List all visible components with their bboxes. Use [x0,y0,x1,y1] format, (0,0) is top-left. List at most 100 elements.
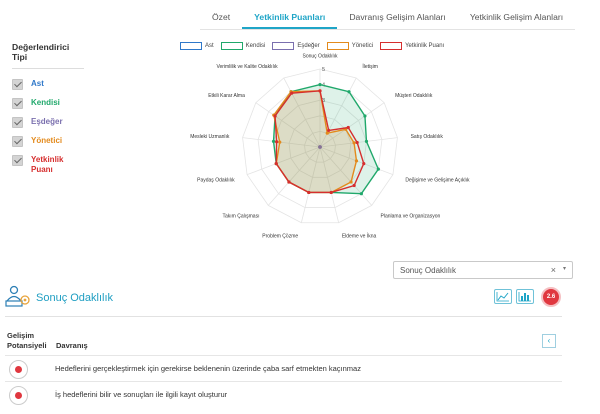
legend-item[interactable]: Yetkinlik Puanı [380,42,444,50]
potential-indicator [9,386,28,405]
category-label: Planlama ve Organizasyon [381,213,441,219]
competency-dropdown[interactable]: Sonuç Odaklılık × ▾ [393,261,573,279]
category-label: Problem Çözme [262,234,298,240]
tab-yetkinlik-gelisim[interactable]: Yetkinlik Gelişim Alanları [469,12,564,22]
category-label: Paydaş Odaklılık [197,177,235,183]
grid-spoke [255,102,321,148]
data-point [352,141,356,145]
filter-label: Kendisi [31,98,60,107]
grid-ring [257,84,383,208]
table-row: İş hedeflerini bilir ve sonuçları ile il… [5,381,562,407]
data-point [271,139,276,143]
filter-item-esdeger[interactable]: Eşdeğer [12,117,192,136]
column-header-davranis: Davranış [56,341,88,350]
data-point [359,192,363,196]
grid-spoke [300,146,321,223]
legend-label: Yönetici [351,43,374,49]
evaluator-filter: Değerlendirici Tipi Ast Kendisi Eşdeğer … [12,42,192,181]
grid-spoke [319,146,340,223]
behavior-text: Hedeflerini gerçekleştirmek için gerekir… [55,364,361,373]
filter-label: Yetkinlik Puanı [31,155,64,174]
data-point [325,131,329,135]
category-label: Takım Çalışması [223,213,260,219]
grid-spoke [319,102,385,148]
grid-spoke [319,77,357,148]
score-badge: 2.6 [541,287,561,307]
data-point [355,140,359,145]
data-point [307,190,311,195]
data-point [354,159,359,163]
potential-indicator [9,360,28,379]
filter-label: Yönetici [31,136,63,145]
grid-spoke [283,77,321,148]
tab-yetkinlik-puanlari[interactable]: Yetkinlik Puanları [242,0,338,29]
legend-swatch [272,42,295,50]
team-settings-icon [5,285,30,307]
checkbox[interactable] [12,117,23,128]
category-label: Verimlilik ve Kalite Odaklılık [216,64,278,70]
behavior-text: İş hedeflerini bilir ve sonuçları ile il… [55,390,228,399]
filter-item-yonetici[interactable]: Yönetici [12,136,192,155]
legend-item[interactable]: Ast [180,42,214,50]
category-label: Müşteri Odaklılık [395,93,433,99]
header-line: Potansiyeli [7,341,47,350]
data-point [346,125,350,130]
legend-label: Eşdeğer [297,43,320,49]
chevron-left-icon[interactable]: ‹ [542,334,556,348]
legend-label: Ast [205,43,214,49]
filter-title: Değerlendirici Tipi [12,42,84,69]
checkbox[interactable] [12,79,23,90]
line-chart-button[interactable] [494,289,512,304]
data-point [287,180,291,184]
filter-label: Eşdeğer [31,117,63,126]
top-panel: Özet Yetkinlik Puanları Davranış Gelişim… [0,0,590,246]
grid-spoke [319,146,373,206]
category-label: Etkili Karar Alma [208,93,245,99]
legend-item[interactable]: Yönetici [326,42,374,50]
line-chart-icon [496,292,509,302]
grid-ring [304,130,336,163]
series-yetkinlik-puanı [274,90,365,194]
data-point [352,183,356,188]
checkbox[interactable] [12,136,23,147]
legend-item[interactable]: Eşdeğer [272,42,320,50]
divider [5,316,562,317]
legend-swatch [380,42,403,50]
tab-davranis-gelisim[interactable]: Davranış Gelişim Alanları [349,12,446,22]
legend-label: Yetkinlik Puanı [405,43,445,49]
checkbox[interactable] [12,98,23,109]
checkbox[interactable] [12,155,23,166]
legend-swatch [220,42,243,50]
clear-icon[interactable]: × [550,265,556,275]
data-point [318,89,322,93]
legend-swatch [180,42,202,50]
data-point [363,114,367,118]
legend-label: Kendisi [245,43,266,49]
tick-label: 3 [322,98,325,104]
category-label: Satış Odaklılık [411,134,444,140]
legend-item[interactable]: Kendisi [220,42,266,50]
table-row: Hedeflerini gerçekleştirmek için gerekir… [5,355,562,381]
data-point [278,140,282,144]
grid-spoke [267,146,321,206]
data-point [290,91,294,95]
category-label: İletişim [362,63,378,70]
tab-ozet[interactable]: Özet [212,12,231,22]
filter-item-kendisi[interactable]: Kendisi [12,98,192,117]
filter-item-yetkinlik-puani[interactable]: Yetkinlik Puanı [12,155,192,181]
dropdown-value: Sonuç Odaklılık [400,266,457,275]
data-point [329,190,333,195]
filter-item-ast[interactable]: Ast [12,79,192,98]
category-label: Değişime ve Gelişime Açıklık [405,177,470,183]
bar-chart-button[interactable] [516,289,534,304]
data-point [349,180,353,184]
chevron-down-icon[interactable]: ▾ [562,266,566,272]
data-point [362,161,366,166]
header-line: Gelişim [7,331,35,340]
data-point [273,114,277,118]
category-label: Sonuç Odaklılık [302,54,338,60]
data-point [318,145,322,149]
tick-label: 5 [322,67,325,73]
filter-label: Ast [31,79,44,88]
